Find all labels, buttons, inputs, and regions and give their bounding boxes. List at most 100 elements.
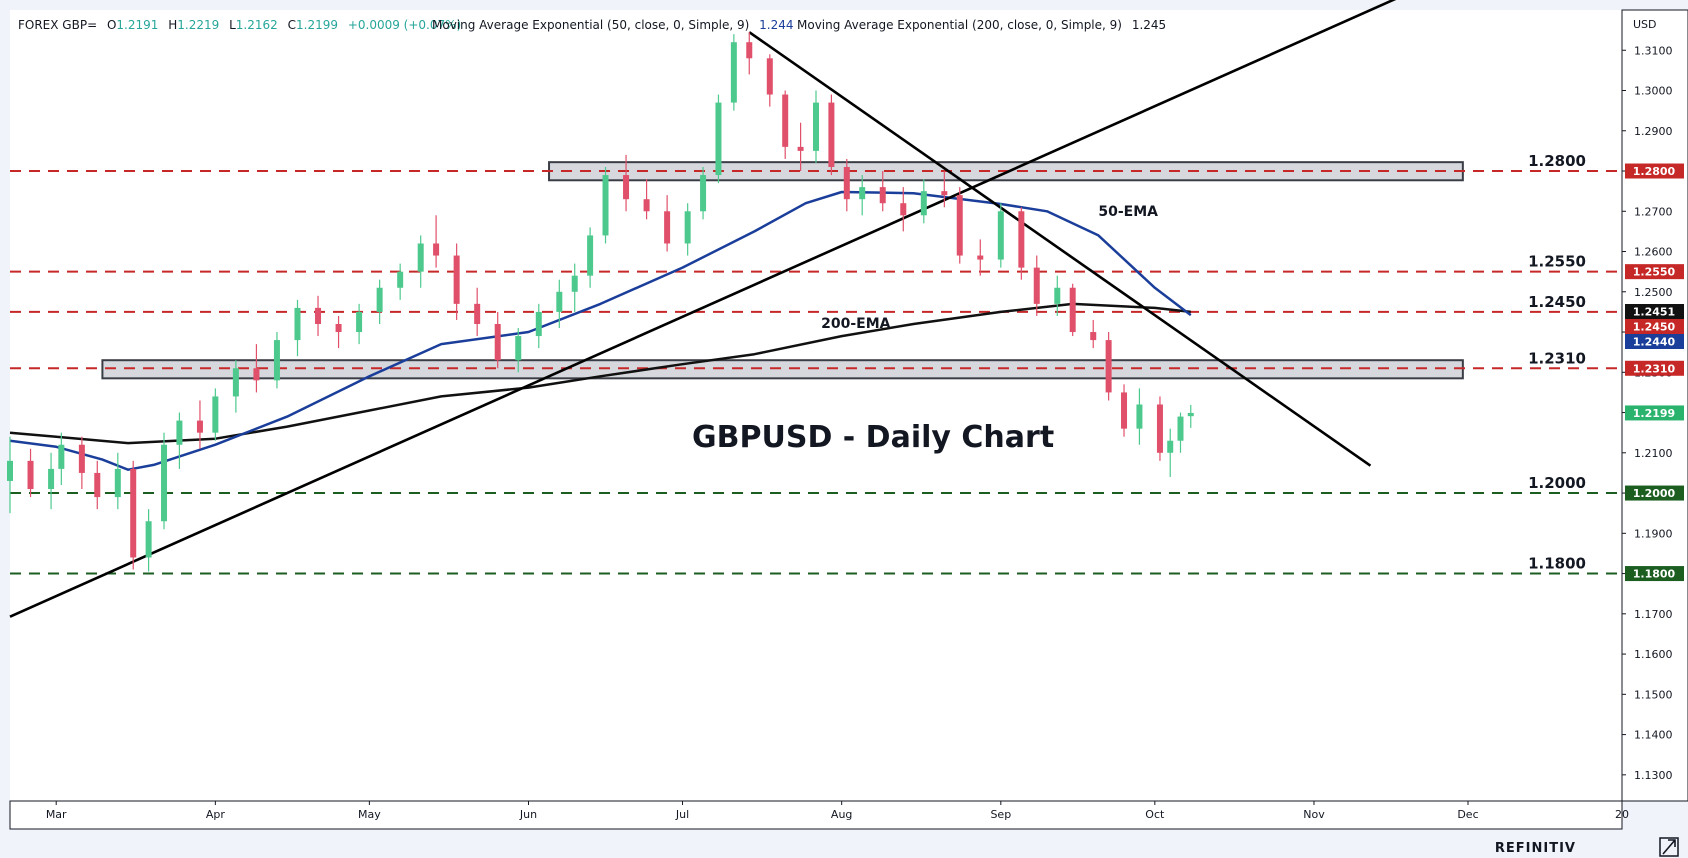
price-badge-bg bbox=[1625, 163, 1684, 179]
candle[interactable] bbox=[1033, 255, 1040, 316]
candle[interactable] bbox=[515, 328, 522, 373]
candle[interactable] bbox=[130, 460, 137, 570]
candle[interactable] bbox=[1105, 332, 1112, 401]
candle[interactable] bbox=[535, 303, 542, 349]
candle[interactable] bbox=[1187, 404, 1194, 428]
candle[interactable] bbox=[433, 215, 440, 268]
candle[interactable] bbox=[920, 179, 927, 224]
x-tick-label: Jun bbox=[519, 808, 537, 821]
candle[interactable] bbox=[602, 166, 609, 244]
candle[interactable] bbox=[797, 122, 804, 172]
candle[interactable] bbox=[623, 154, 630, 212]
candle[interactable] bbox=[664, 195, 671, 252]
trendline-0[interactable] bbox=[9, 0, 1499, 618]
candle[interactable] bbox=[977, 239, 984, 276]
candle[interactable] bbox=[232, 360, 239, 413]
candle[interactable] bbox=[859, 175, 866, 216]
y-tick-label: 1.1500 bbox=[1634, 688, 1673, 701]
candle[interactable] bbox=[587, 227, 594, 288]
candle[interactable] bbox=[700, 166, 707, 220]
candle[interactable] bbox=[1167, 428, 1174, 477]
price-badge-1.2000[interactable]: 1.2000 bbox=[1625, 485, 1684, 501]
candle[interactable] bbox=[335, 315, 342, 349]
candle[interactable] bbox=[900, 187, 907, 232]
candle[interactable] bbox=[356, 303, 363, 345]
candle-body bbox=[1033, 267, 1040, 304]
candle[interactable] bbox=[941, 171, 948, 208]
price-badge-1.2450[interactable]: 1.2450 bbox=[1625, 319, 1684, 335]
candle[interactable] bbox=[48, 452, 55, 510]
candle[interactable] bbox=[813, 90, 819, 163]
candle[interactable] bbox=[27, 448, 34, 498]
price-badge-1.1800[interactable]: 1.1800 bbox=[1625, 566, 1684, 582]
candle[interactable] bbox=[746, 32, 753, 75]
price-badge-1.2451[interactable]: 1.2451 bbox=[1625, 304, 1684, 320]
candle[interactable] bbox=[571, 263, 578, 312]
candle[interactable] bbox=[7, 436, 13, 514]
candle-body bbox=[828, 102, 835, 167]
price-badge-bg bbox=[1625, 264, 1684, 280]
candle-body bbox=[977, 255, 984, 260]
candle[interactable] bbox=[176, 412, 183, 469]
candle[interactable] bbox=[315, 295, 322, 337]
candle-body bbox=[78, 444, 85, 473]
time-axis-panel[interactable] bbox=[9, 800, 1623, 830]
candle[interactable] bbox=[376, 279, 383, 324]
ema200-line[interactable] bbox=[9, 302, 1191, 445]
high-label: H bbox=[168, 18, 177, 32]
candle[interactable] bbox=[843, 158, 850, 212]
candle[interactable] bbox=[715, 94, 722, 184]
candle[interactable] bbox=[94, 460, 101, 510]
symbol-label: FOREX GBP= bbox=[18, 18, 97, 32]
candle[interactable] bbox=[58, 432, 65, 486]
candle[interactable] bbox=[273, 332, 280, 389]
candle[interactable] bbox=[78, 436, 85, 490]
candle[interactable] bbox=[879, 171, 886, 212]
candle[interactable] bbox=[1054, 275, 1061, 316]
candle[interactable] bbox=[397, 263, 404, 300]
candle-body bbox=[956, 195, 963, 256]
ema50-legend[interactable]: Moving Average Exponential (50, close, 0… bbox=[432, 18, 794, 32]
candle[interactable] bbox=[684, 203, 691, 256]
candle[interactable] bbox=[1069, 283, 1076, 337]
ema200-legend[interactable]: Moving Average Exponential (200, close, … bbox=[797, 18, 1166, 32]
range-zone-1[interactable] bbox=[101, 359, 1464, 380]
candle[interactable] bbox=[161, 432, 168, 530]
candle[interactable] bbox=[294, 299, 301, 357]
candle[interactable] bbox=[1156, 396, 1163, 461]
candle[interactable] bbox=[253, 344, 260, 393]
candle[interactable] bbox=[1090, 319, 1097, 349]
candle[interactable] bbox=[474, 287, 481, 337]
candle[interactable] bbox=[730, 34, 737, 111]
candle[interactable] bbox=[782, 90, 789, 159]
price-badge-1.2310[interactable]: 1.2310 bbox=[1625, 360, 1684, 376]
candle[interactable] bbox=[556, 279, 563, 329]
price-badge-1.2440[interactable]: 1.2440 bbox=[1625, 334, 1684, 350]
candle[interactable] bbox=[212, 388, 219, 441]
candle-body bbox=[556, 291, 563, 312]
candle[interactable] bbox=[766, 54, 773, 107]
candle[interactable] bbox=[196, 400, 203, 449]
price-badge-1.2550[interactable]: 1.2550 bbox=[1625, 264, 1684, 280]
ema50-line[interactable] bbox=[9, 190, 1192, 471]
candle[interactable] bbox=[956, 187, 963, 264]
candle[interactable] bbox=[145, 509, 152, 572]
candle[interactable] bbox=[828, 94, 835, 176]
price-badge-1.2199[interactable]: 1.2199 bbox=[1625, 405, 1684, 421]
candle[interactable] bbox=[1121, 384, 1128, 437]
x-tick-label: 20 bbox=[1615, 808, 1629, 821]
candle[interactable] bbox=[417, 235, 424, 288]
x-tick-label: Aug bbox=[831, 808, 852, 821]
candle[interactable] bbox=[453, 243, 460, 320]
candle[interactable] bbox=[114, 452, 121, 510]
candle[interactable] bbox=[997, 203, 1004, 268]
candle[interactable] bbox=[1177, 412, 1184, 453]
candle[interactable] bbox=[643, 179, 650, 220]
candle[interactable] bbox=[1136, 388, 1143, 445]
price-badge-1.2800[interactable]: 1.2800 bbox=[1625, 163, 1684, 179]
candle-body bbox=[643, 199, 650, 212]
y-tick-label: 1.2700 bbox=[1634, 205, 1673, 218]
candle[interactable] bbox=[494, 311, 501, 369]
candle[interactable] bbox=[1018, 207, 1025, 280]
trendline-1[interactable] bbox=[748, 31, 1372, 467]
